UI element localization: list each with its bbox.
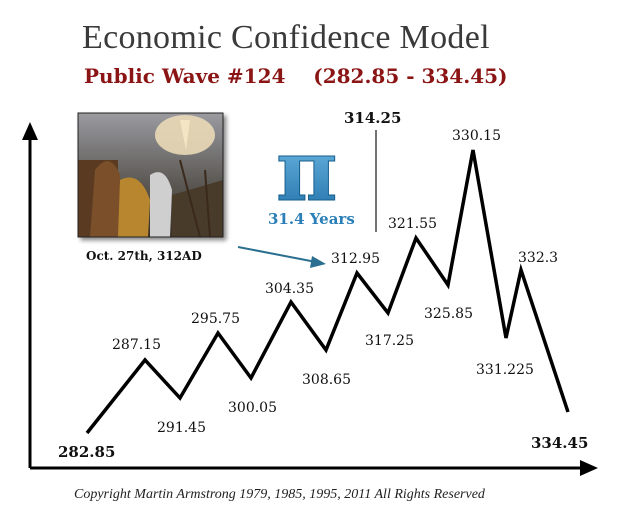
painting-caption: Oct. 27th, 312AD xyxy=(86,249,202,263)
wave-labels: 282.85 287.15 291.45 295.75 300.05 304.35 308.… xyxy=(58,128,588,461)
wave-point-label: 308.65 xyxy=(302,372,351,388)
x-axis-arrow xyxy=(580,460,598,476)
copyright-text: Copyright Martin Armstrong 1979, 1985, 1… xyxy=(74,487,486,502)
chart-subtitle: Public Wave #124 (282.85 - 334.45) xyxy=(84,64,508,88)
pi-icon: π xyxy=(276,121,338,221)
axes xyxy=(22,122,598,476)
wave-points xyxy=(86,149,569,434)
wave-point-label: 325.85 xyxy=(424,306,473,322)
wave-point-label: 304.35 xyxy=(265,281,314,297)
wave-point-label: 334.45 xyxy=(531,434,588,452)
wave-point-label: 282.85 xyxy=(58,443,115,461)
wave-point-label: 295.75 xyxy=(191,311,240,327)
wave-point-label: 317.25 xyxy=(365,333,414,349)
wave-point-label: 321.55 xyxy=(388,216,437,232)
wave-point-label: 312.95 xyxy=(331,251,380,267)
wave-point-label: 287.15 xyxy=(112,337,161,353)
constantine-painting xyxy=(77,112,224,238)
pi-caption: 31.4 Years xyxy=(268,210,355,228)
pi-symbol: π xyxy=(276,121,337,220)
peak-marker-label: 314.25 xyxy=(344,109,401,127)
arrow-icon xyxy=(237,246,326,268)
wave-point-label: 330.15 xyxy=(452,128,501,144)
wave-point-label: 300.05 xyxy=(228,400,277,416)
wave-point-label: 331.225 xyxy=(476,362,534,378)
wave-point-label: 332.3 xyxy=(518,250,558,266)
y-axis-arrow xyxy=(22,122,38,140)
chart-title: Economic Confidence Model xyxy=(82,19,490,56)
wave-point-label: 291.45 xyxy=(157,420,206,436)
